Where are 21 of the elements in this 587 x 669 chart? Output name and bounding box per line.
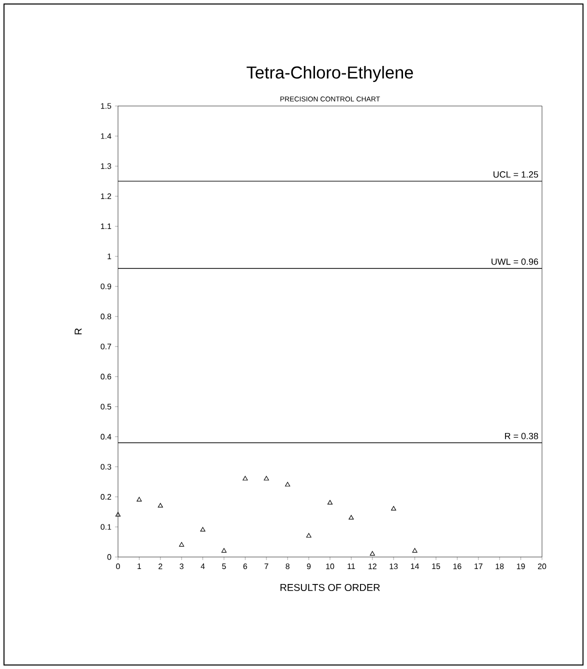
point xyxy=(412,548,418,553)
point xyxy=(391,506,396,510)
point xyxy=(264,476,269,480)
point xyxy=(179,542,184,547)
point xyxy=(221,548,227,553)
point xyxy=(115,512,121,516)
point xyxy=(285,482,290,486)
point xyxy=(306,533,312,538)
ref-line-label: UWL = 0.96 xyxy=(492,258,538,265)
point xyxy=(136,496,142,502)
chart-title: Tetra-Chloro-Ethylene xyxy=(246,66,413,82)
point xyxy=(242,476,248,480)
point xyxy=(327,500,333,504)
y-axis-title: R xyxy=(74,328,82,334)
point xyxy=(348,515,354,520)
x-axis-title: RESULTS OF ORDER xyxy=(280,584,380,592)
point xyxy=(370,551,375,556)
point xyxy=(158,502,163,508)
ref-line-label: R = 0.38 xyxy=(505,432,538,440)
ref-line-label: UCL = 1.25 xyxy=(494,171,538,178)
point xyxy=(200,527,206,532)
